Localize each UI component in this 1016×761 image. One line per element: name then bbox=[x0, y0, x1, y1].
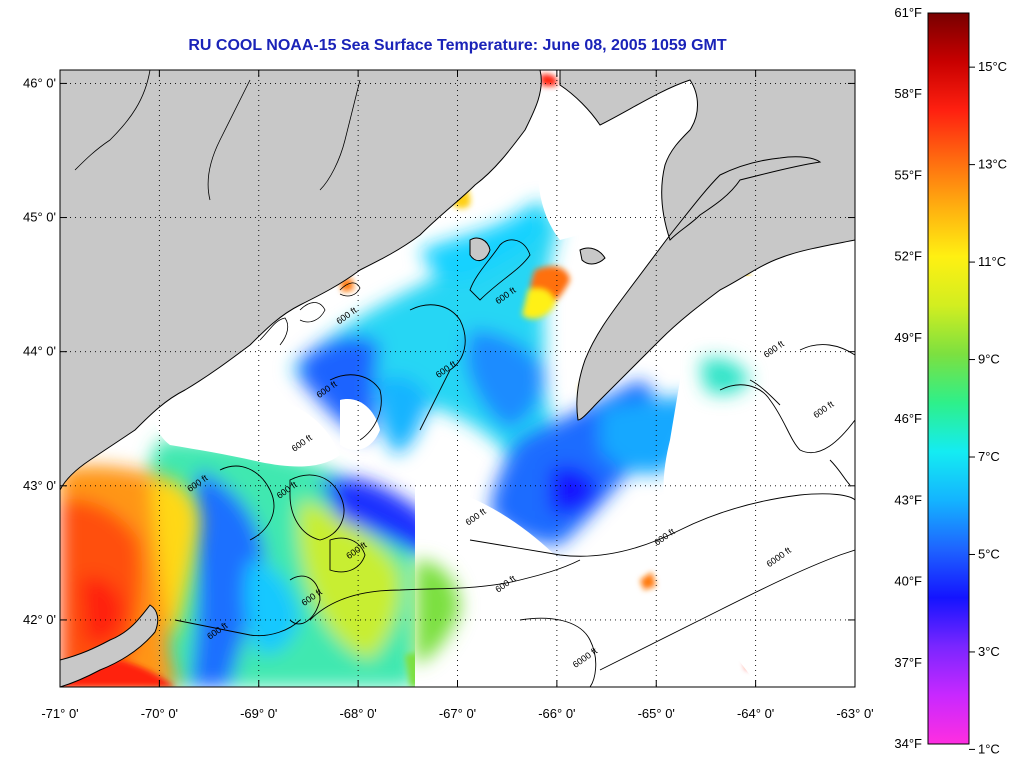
colorbar-c-label: 3°C bbox=[978, 644, 1000, 659]
longitude-axis: -71° 0' -70° 0' -69° 0' -68° 0' -67° 0' -66° … bbox=[41, 70, 874, 721]
lon-tick-label: -66° 0' bbox=[538, 706, 575, 721]
lat-tick-label: 46° 0' bbox=[23, 75, 56, 90]
sst-field bbox=[60, 74, 855, 687]
colorbar-c-label: 5°C bbox=[978, 546, 1000, 561]
colorbar-f-label: 49°F bbox=[894, 330, 922, 345]
colorbar-c-label: 11°C bbox=[978, 254, 1006, 269]
colorbar-fahrenheit-labels: 61°F 58°F 55°F 52°F 49°F 46°F 43°F 40°F 37°F 34°F bbox=[894, 5, 922, 751]
colorbar-celsius-labels: 15°C 13°C 11°C 9°C 7°C 5°C 3°C 1°C bbox=[969, 59, 1007, 756]
land-nova-scotia bbox=[559, 70, 855, 421]
map-title: RU COOL NOAA-15 Sea Surface Temperature:… bbox=[188, 37, 727, 54]
lon-tick-label: -68° 0' bbox=[339, 706, 376, 721]
lat-tick-label: 43° 0' bbox=[23, 478, 56, 493]
colorbar-f-label: 55°F bbox=[894, 167, 922, 182]
colorbar-f-label: 40°F bbox=[894, 574, 922, 589]
colorbar-f-label: 34°F bbox=[894, 736, 922, 751]
lat-tick-label: 44° 0' bbox=[23, 344, 56, 359]
colorbar-c-label: 1°C bbox=[978, 741, 1000, 756]
lon-tick-label: -70° 0' bbox=[141, 706, 178, 721]
colorbar: 61°F 58°F 55°F 52°F 49°F 46°F 43°F 40°F 37°F 34°F… bbox=[894, 5, 1007, 756]
lon-tick-label: -63° 0' bbox=[836, 706, 873, 721]
colorbar-f-label: 46°F bbox=[894, 411, 922, 426]
colorbar-c-label: 13°C bbox=[978, 157, 1007, 172]
latitude-axis: 46° 0' 45° 0' 44° 0' 43° 0' 42° 0' bbox=[23, 75, 855, 627]
colorbar-f-label: 58°F bbox=[894, 86, 922, 101]
colorbar-c-label: 15°C bbox=[978, 59, 1007, 74]
lon-tick-label: -67° 0' bbox=[439, 706, 476, 721]
lon-tick-label: -69° 0' bbox=[240, 706, 277, 721]
lon-tick-label: -65° 0' bbox=[638, 706, 675, 721]
lon-tick-label: -64° 0' bbox=[737, 706, 774, 721]
colorbar-c-label: 9°C bbox=[978, 352, 1000, 367]
lat-tick-label: 45° 0' bbox=[23, 210, 56, 225]
colorbar-f-label: 37°F bbox=[894, 655, 922, 670]
lon-tick-label: -71° 0' bbox=[41, 706, 78, 721]
land-brier-island bbox=[579, 247, 606, 265]
colorbar-f-label: 52°F bbox=[894, 249, 922, 264]
land-new-england bbox=[60, 70, 542, 491]
colorbar-f-label: 61°F bbox=[894, 5, 922, 20]
coastline-detail bbox=[74, 70, 361, 346]
depth-contours bbox=[174, 239, 855, 687]
colorbar-f-label: 43°F bbox=[894, 492, 922, 507]
land-grand-manan bbox=[469, 237, 491, 262]
lat-tick-label: 42° 0' bbox=[23, 612, 56, 627]
colorbar-c-label: 7°C bbox=[978, 449, 1000, 464]
land bbox=[60, 70, 855, 687]
land-cape-cod bbox=[60, 604, 159, 687]
colorbar-gradient bbox=[927, 12, 970, 745]
